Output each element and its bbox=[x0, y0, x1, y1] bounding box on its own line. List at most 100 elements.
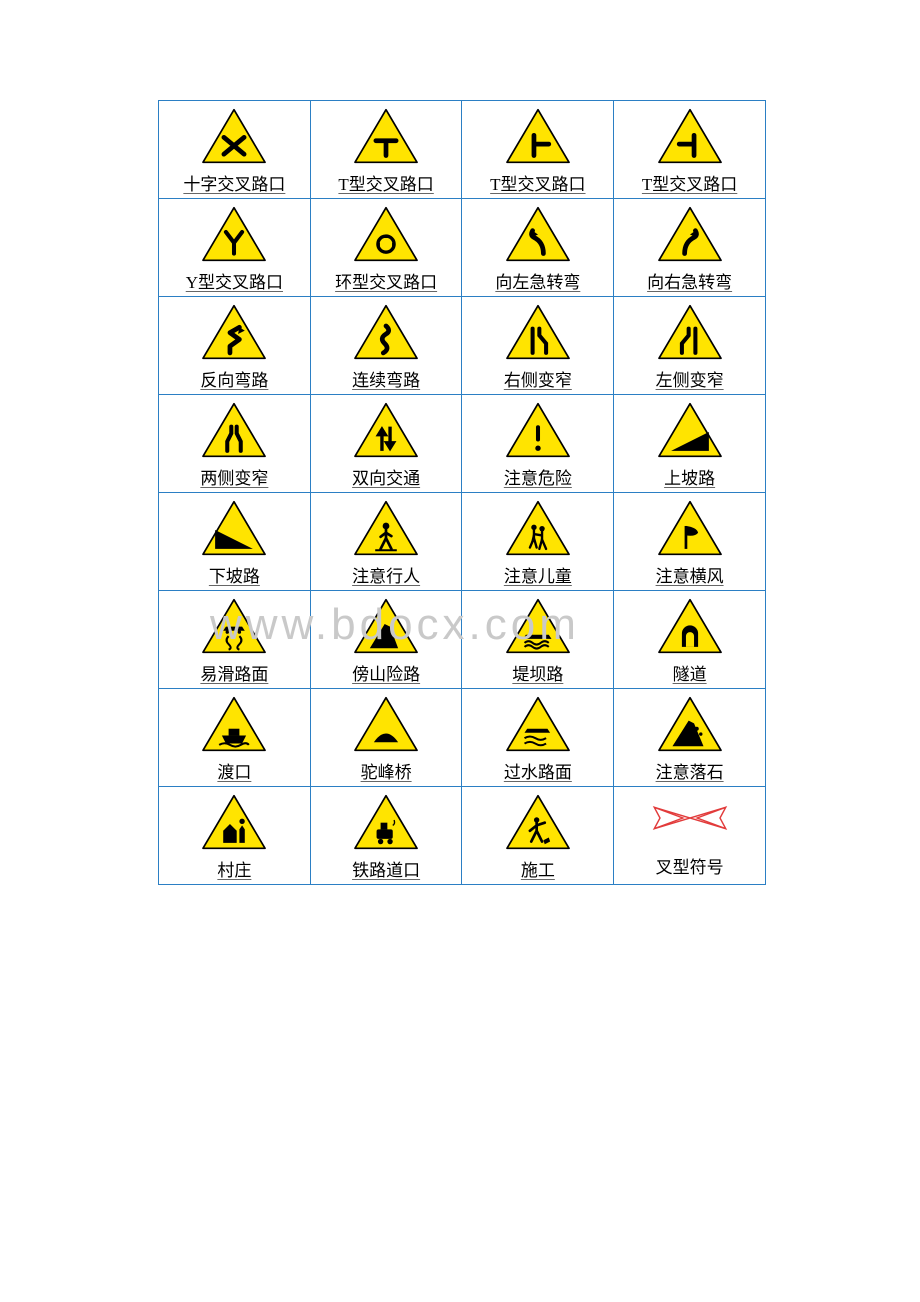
cell-railway: 铁路道口 bbox=[310, 787, 462, 885]
label-cliff: 傍山险路 bbox=[352, 659, 420, 687]
cell-construction: 施工 bbox=[462, 787, 614, 885]
sign-danger: 注意危险 bbox=[462, 401, 613, 491]
railway-icon bbox=[351, 793, 421, 851]
sign-right-sharp: 向右急转弯 bbox=[614, 205, 765, 295]
label-roundabout: 环型交叉路口 bbox=[335, 267, 437, 295]
twoway-icon bbox=[351, 401, 421, 459]
cell-uphill: 上坡路 bbox=[614, 395, 766, 493]
label-y-junction: Y型交叉路口 bbox=[186, 267, 283, 295]
sign-children: 注意儿童 bbox=[462, 499, 613, 589]
sign-ferry: 渡口 bbox=[159, 695, 310, 785]
label-slippery: 易滑路面 bbox=[200, 659, 268, 687]
label-downhill: 下坡路 bbox=[209, 561, 260, 589]
slippery-icon bbox=[199, 597, 269, 655]
cell-danger: 注意危险 bbox=[462, 395, 614, 493]
label-narrow-r: 右侧变窄 bbox=[504, 365, 572, 393]
cell-rockfall: 注意落石 bbox=[614, 689, 766, 787]
ford-icon bbox=[503, 695, 573, 753]
roundabout-icon bbox=[351, 205, 421, 263]
label-t-right: T型交叉路口 bbox=[490, 169, 585, 197]
t-right-icon bbox=[503, 107, 573, 165]
cell-narrow-r: 右侧变窄 bbox=[462, 297, 614, 395]
cell-narrow-b: 两侧变窄 bbox=[159, 395, 311, 493]
right-sharp-icon bbox=[655, 205, 725, 263]
label-cross: 十字交叉路口 bbox=[183, 169, 285, 197]
label-village: 村庄 bbox=[217, 855, 251, 883]
cell-village: 村庄 bbox=[159, 787, 311, 885]
cell-reverse: 反向弯路 bbox=[159, 297, 311, 395]
label-right-sharp: 向右急转弯 bbox=[647, 267, 732, 295]
cell-t-left: T型交叉路口 bbox=[614, 101, 766, 199]
label-left-sharp: 向左急转弯 bbox=[495, 267, 580, 295]
sign-downhill: 下坡路 bbox=[159, 499, 310, 589]
left-sharp-icon bbox=[503, 205, 573, 263]
winding-icon bbox=[351, 303, 421, 361]
sign-twoway: 双向交通 bbox=[311, 401, 462, 491]
sign-y-junction: Y型交叉路口 bbox=[159, 205, 310, 295]
label-winding: 连续弯路 bbox=[352, 365, 420, 393]
sign-t-right: T型交叉路口 bbox=[462, 107, 613, 197]
x-symbol-icon bbox=[647, 793, 733, 848]
label-ped: 注意行人 bbox=[352, 561, 420, 589]
sign-rockfall: 注意落石 bbox=[614, 695, 765, 785]
cell-winding: 连续弯路 bbox=[310, 297, 462, 395]
cell-cliff: 傍山险路 bbox=[310, 591, 462, 689]
cell-crosswind: 注意横风 bbox=[614, 493, 766, 591]
cell-y-junction: Y型交叉路口 bbox=[159, 199, 311, 297]
label-x-symbol: 叉型符号 bbox=[656, 852, 724, 880]
crosswind-icon bbox=[655, 499, 725, 557]
sign-dam: 堤坝路 bbox=[462, 597, 613, 687]
sign-tunnel: 隧道 bbox=[614, 597, 765, 687]
sign-cross: 十字交叉路口 bbox=[159, 107, 310, 197]
t-left-icon bbox=[655, 107, 725, 165]
sign-t-top: T型交叉路口 bbox=[311, 107, 462, 197]
label-rockfall: 注意落石 bbox=[656, 757, 724, 785]
sign-ford: 过水路面 bbox=[462, 695, 613, 785]
cell-ferry: 渡口 bbox=[159, 689, 311, 787]
cell-downhill: 下坡路 bbox=[159, 493, 311, 591]
sign-narrow-l: 左侧变窄 bbox=[614, 303, 765, 393]
sign-winding: 连续弯路 bbox=[311, 303, 462, 393]
cell-right-sharp: 向右急转弯 bbox=[614, 199, 766, 297]
sign-crosswind: 注意横风 bbox=[614, 499, 765, 589]
sign-railway: 铁路道口 bbox=[311, 793, 462, 883]
rockfall-icon bbox=[655, 695, 725, 753]
sign-narrow-r: 右侧变窄 bbox=[462, 303, 613, 393]
label-uphill: 上坡路 bbox=[664, 463, 715, 491]
dam-icon bbox=[503, 597, 573, 655]
cell-tunnel: 隧道 bbox=[614, 591, 766, 689]
village-icon bbox=[199, 793, 269, 851]
reverse-icon bbox=[199, 303, 269, 361]
hump-icon bbox=[351, 695, 421, 753]
cell-dam: 堤坝路 bbox=[462, 591, 614, 689]
label-narrow-l: 左侧变窄 bbox=[656, 365, 724, 393]
sign-cliff: 傍山险路 bbox=[311, 597, 462, 687]
sign-narrow-b: 两侧变窄 bbox=[159, 401, 310, 491]
sign-village: 村庄 bbox=[159, 793, 310, 883]
cell-t-top: T型交叉路口 bbox=[310, 101, 462, 199]
sign-reverse: 反向弯路 bbox=[159, 303, 310, 393]
sign-slippery: 易滑路面 bbox=[159, 597, 310, 687]
label-twoway: 双向交通 bbox=[352, 463, 420, 491]
label-ford: 过水路面 bbox=[504, 757, 572, 785]
label-danger: 注意危险 bbox=[504, 463, 572, 491]
narrow-b-icon bbox=[199, 401, 269, 459]
uphill-icon bbox=[655, 401, 725, 459]
narrow-r-icon bbox=[503, 303, 573, 361]
children-icon bbox=[503, 499, 573, 557]
label-dam: 堤坝路 bbox=[512, 659, 563, 687]
cross-icon bbox=[199, 107, 269, 165]
cell-roundabout: 环型交叉路口 bbox=[310, 199, 462, 297]
label-railway: 铁路道口 bbox=[352, 855, 420, 883]
cell-slippery: 易滑路面 bbox=[159, 591, 311, 689]
cell-left-sharp: 向左急转弯 bbox=[462, 199, 614, 297]
cell-twoway: 双向交通 bbox=[310, 395, 462, 493]
sign-hump: 驼峰桥 bbox=[311, 695, 462, 785]
t-top-icon bbox=[351, 107, 421, 165]
cell-ped: 注意行人 bbox=[310, 493, 462, 591]
cell-narrow-l: 左侧变窄 bbox=[614, 297, 766, 395]
downhill-icon bbox=[199, 499, 269, 557]
cell-hump: 驼峰桥 bbox=[310, 689, 462, 787]
sign-construction: 施工 bbox=[462, 793, 613, 883]
label-hump: 驼峰桥 bbox=[361, 757, 412, 785]
